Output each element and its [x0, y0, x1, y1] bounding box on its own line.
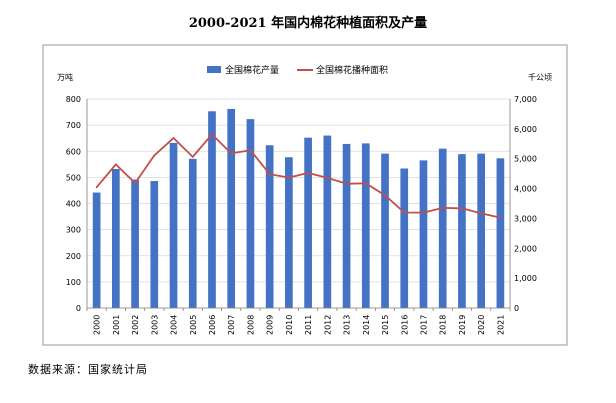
x-tick-label: 2015: [381, 315, 390, 335]
y-right-tick-label: 4,000: [514, 185, 537, 194]
x-tick-label: 2004: [170, 315, 179, 335]
line-point: [461, 207, 463, 210]
line-point: [326, 176, 329, 179]
chart-title: 2000-2021 年国内棉花种植面积及产量: [188, 16, 428, 31]
line-point: [268, 173, 271, 175]
x-tick-label: 2007: [227, 315, 236, 335]
y-right-tick-label: 5,000: [514, 155, 537, 164]
x-tick-label: 2012: [323, 315, 332, 335]
bar: [208, 111, 216, 308]
line-point: [249, 149, 252, 152]
y-left-tick-label: 500: [66, 173, 81, 182]
legend-label-line: 全国棉花播种面积: [316, 64, 388, 76]
line-point: [480, 212, 483, 215]
bar: [342, 143, 351, 308]
line-point: [499, 216, 502, 219]
x-tick-label: 2001: [112, 315, 121, 335]
bar: [400, 168, 409, 308]
y-left-tick-label: 700: [66, 121, 81, 130]
plot-frame: [42, 44, 568, 346]
y-left-tick-label: 600: [66, 147, 81, 156]
y-right-tick-label: 0: [514, 304, 519, 313]
y-right-unit: 千公顷: [528, 72, 552, 82]
bar: [246, 119, 255, 309]
line-series-path: [95, 133, 501, 219]
x-tick-label: 2019: [458, 315, 467, 335]
line-point: [422, 211, 425, 214]
bar-series: [92, 108, 505, 309]
bar: [188, 158, 197, 308]
legend: 全国棉花产量 全国棉花播种面积: [207, 64, 388, 76]
y-left-tick-label: 200: [66, 252, 81, 261]
bar: [458, 154, 466, 308]
x-tick-label: 2011: [304, 315, 313, 335]
bar: [361, 143, 370, 308]
line-point: [114, 163, 117, 166]
x-tick-label: 2020: [477, 315, 486, 335]
y-right-tick-label: 1,000: [514, 274, 537, 283]
y-right-tick-label: 3,000: [514, 214, 537, 223]
y-right-tick-label: 2,000: [514, 244, 537, 253]
bar: [131, 179, 139, 308]
legend-swatch-bar: [207, 66, 221, 73]
y-left-tick-label: 300: [66, 226, 81, 235]
x-tick-label: 2003: [150, 315, 159, 335]
bar: [92, 192, 101, 308]
line-point: [441, 206, 444, 209]
bar: [304, 137, 312, 308]
x-tick-label: 2013: [343, 315, 352, 335]
x-tick-label: 2016: [400, 315, 409, 335]
x-tick-label: 2018: [439, 315, 448, 335]
legend-label-bar: 全国棉花产量: [225, 64, 279, 76]
bar: [496, 158, 505, 308]
bar: [285, 157, 293, 308]
y-left-tick-label: 400: [66, 200, 81, 209]
line-point: [384, 194, 386, 197]
x-tick-label: 2005: [189, 315, 198, 335]
line-point: [287, 176, 290, 179]
bar: [111, 169, 120, 308]
line-point: [307, 172, 310, 174]
line-point: [191, 155, 194, 158]
line-point: [364, 182, 367, 185]
line-series: [95, 133, 502, 219]
bar: [227, 108, 236, 309]
bar: [169, 142, 178, 308]
line-point: [211, 133, 213, 136]
y-left-tick-label: 800: [66, 95, 81, 104]
data-source: 数据来源：国家统计局: [28, 363, 148, 376]
line-point: [230, 152, 233, 155]
bar: [438, 148, 447, 308]
line-point: [403, 211, 406, 214]
line-point: [153, 154, 156, 157]
x-tick-label: 2010: [285, 315, 294, 335]
x-tick-label: 2000: [93, 315, 102, 335]
line-point: [345, 182, 348, 185]
x-tick-label: 2006: [208, 315, 217, 335]
bar: [381, 153, 389, 308]
bar: [150, 181, 159, 308]
x-tick-label: 2009: [266, 315, 275, 335]
axes: 0 100 200 300 400 500 600 700 800 0 1,000 2,000 3,00…: [66, 95, 537, 335]
y-right-tick-label: 6,000: [514, 125, 537, 134]
line-point: [95, 186, 98, 189]
y-left-unit: 万吨: [57, 72, 73, 82]
line-point: [172, 137, 175, 139]
x-tick-label: 2017: [419, 315, 428, 335]
line-point: [134, 182, 136, 184]
bar: [323, 135, 332, 308]
bar: [265, 145, 274, 308]
y-right-tick-label: 7,000: [514, 95, 537, 104]
bar: [419, 160, 428, 308]
bar: [477, 153, 486, 308]
x-tick-label: 2008: [246, 315, 255, 335]
x-tick-label: 2014: [362, 315, 371, 335]
x-tick-label: 2002: [131, 315, 140, 335]
x-tick-label: 2021: [496, 315, 505, 335]
y-left-tick-label: 0: [76, 304, 81, 313]
y-left-tick-label: 100: [66, 278, 81, 287]
